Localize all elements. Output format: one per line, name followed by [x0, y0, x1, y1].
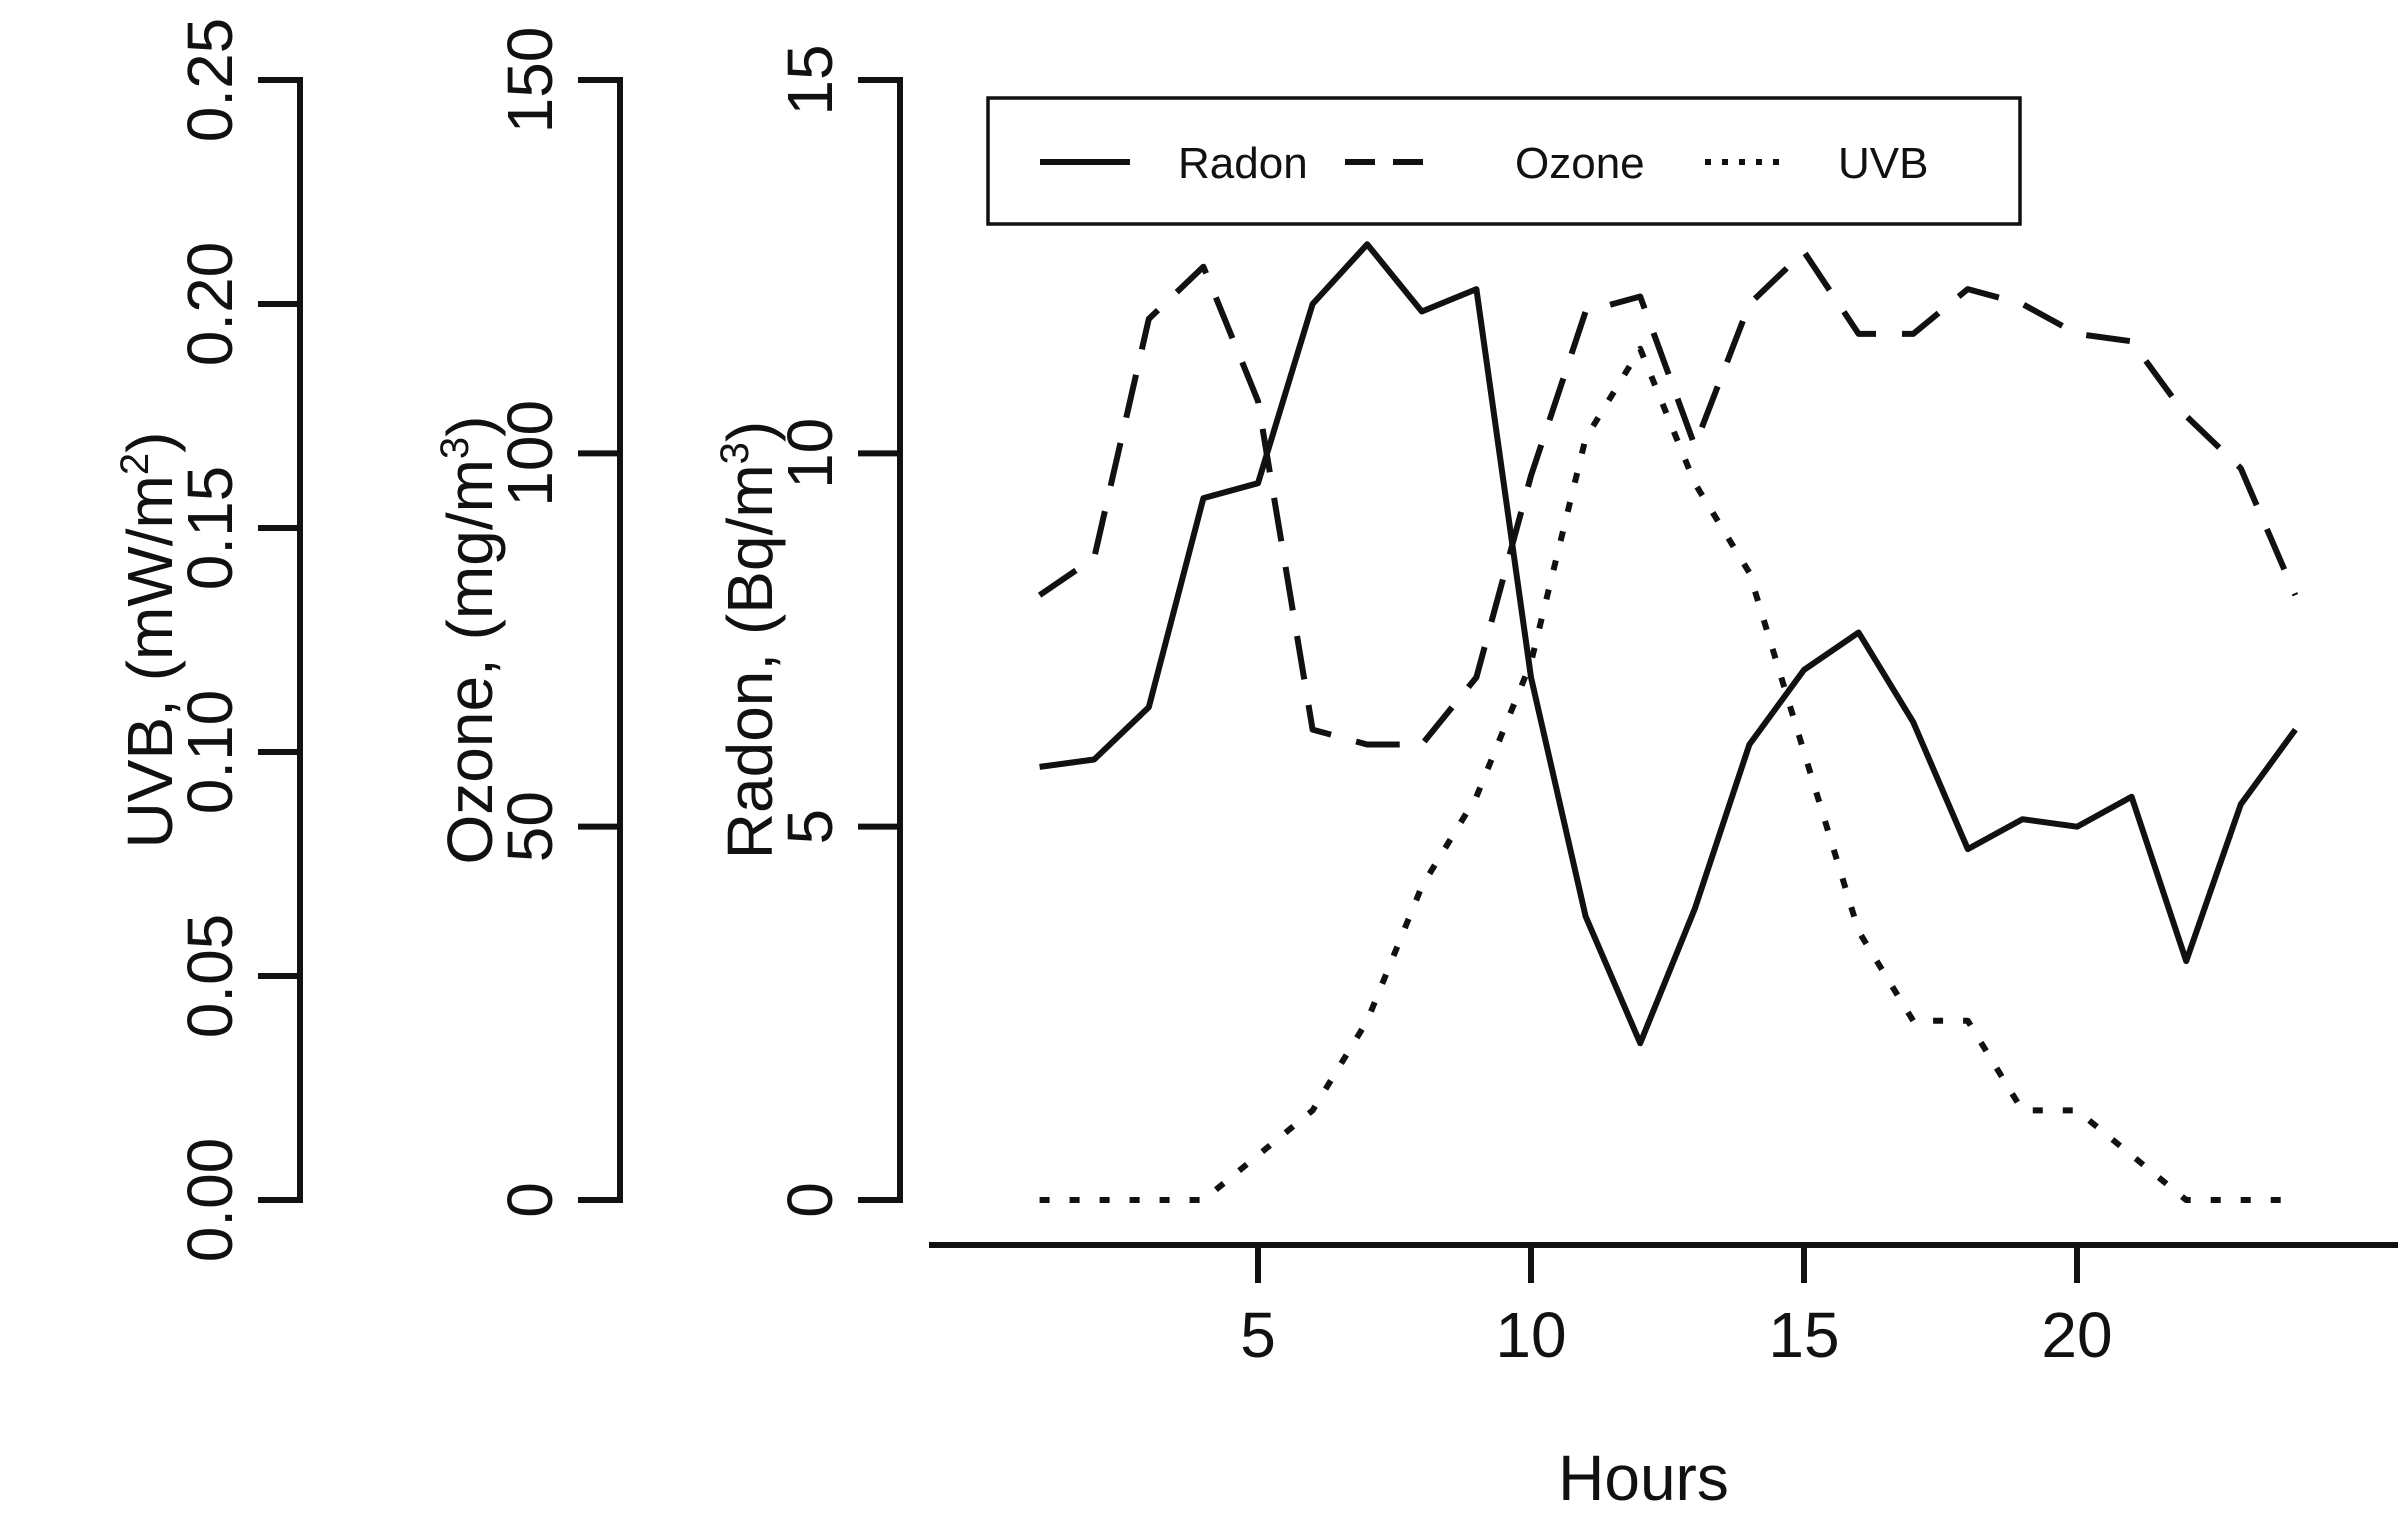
chart-legend: Radon Ozone UVB	[986, 96, 2022, 226]
axes-layer: 0 5 10 15 Radon, (Bq/m3) 0 50 100 150 Ozone, (mg/…	[113, 18, 2398, 1514]
x-tick-label: 5	[1240, 1299, 1276, 1371]
uvb-tick-label: 0.20	[174, 242, 246, 367]
uvb-tick-label: 0.05	[174, 914, 246, 1039]
ozone-axis-title: Ozone, (mg/m3)	[433, 416, 506, 865]
uvb-tick-label: 0.10	[174, 690, 246, 815]
x-tick-label: 15	[1768, 1299, 1839, 1371]
radon-axis-title: Radon, (Bq/m3)	[713, 421, 786, 859]
legend-label-radon: Radon	[1178, 139, 1308, 188]
series-line-radon	[1039, 241, 2298, 1047]
points-uvb	[1040, 349, 2296, 1200]
ozone-axis: 0 50 100 150 Ozone, (mg/m3)	[433, 27, 623, 1218]
radon-tick-label: 0	[774, 1182, 846, 1218]
legend-box	[986, 96, 2022, 226]
uvb-axis-title: UVB, (mW/m2)	[113, 432, 186, 849]
legend-item-ozone: Ozone	[1345, 139, 1645, 188]
uvb-tick-label: 0.00	[174, 1138, 246, 1263]
radon-tick-label: 10	[774, 418, 846, 489]
x-axis-title: Hours	[1558, 1442, 1729, 1514]
x-tick-label: 10	[1495, 1299, 1566, 1371]
uvb-axis: 0.00 0.05 0.10 0.15 0.20 0.25 UVB, (mW/m2)	[113, 18, 303, 1263]
uvb-tick-label: 0.25	[174, 18, 246, 143]
legend-item-radon: Radon	[1040, 139, 1308, 188]
ozone-tick-label: 150	[494, 27, 566, 134]
uvb-tick-label: 0.15	[174, 466, 246, 591]
radon-tick-label: 15	[774, 44, 846, 115]
x-tick-label: 20	[2041, 1299, 2112, 1371]
ozone-tick-label: 50	[494, 791, 566, 862]
ozone-tick-label: 0	[494, 1182, 566, 1218]
legend-label-ozone: Ozone	[1515, 139, 1645, 188]
series-line-ozone	[1037, 248, 2299, 748]
legend-label-uvb: UVB	[1838, 139, 1928, 188]
radon-tick-label: 5	[774, 809, 846, 845]
ozone-tick-label: 100	[494, 400, 566, 507]
legend-item-uvb: UVB	[1705, 139, 1928, 188]
series-line-uvb	[1039, 345, 2296, 1203]
radon-axis: 0 5 10 15 Radon, (Bq/m3)	[713, 44, 903, 1218]
x-axis: 5 10 15 20 Hours	[929, 1242, 2398, 1514]
series-layer	[1037, 241, 2299, 1203]
